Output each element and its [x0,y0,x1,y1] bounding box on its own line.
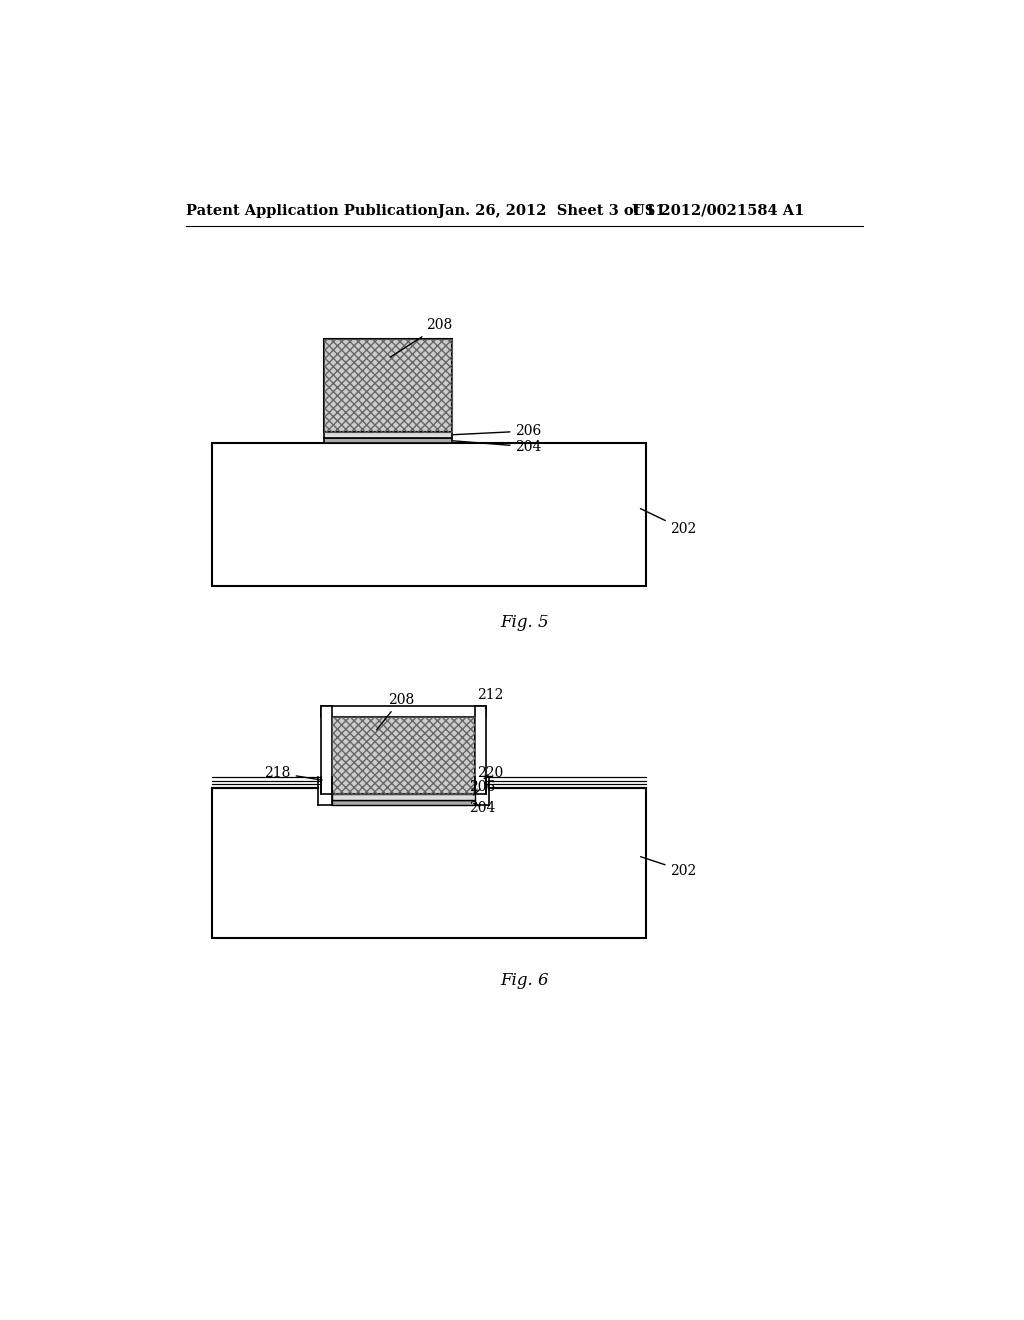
Text: 218: 218 [264,766,323,780]
Bar [475,706,486,793]
Bar [212,788,646,939]
Bar [321,706,486,717]
Text: 208: 208 [377,693,414,730]
Bar [332,800,475,805]
Text: 206: 206 [454,424,542,438]
Text: Jan. 26, 2012  Sheet 3 of 11: Jan. 26, 2012 Sheet 3 of 11 [438,203,666,218]
Bar [321,706,332,793]
Bar [324,438,452,444]
Bar [324,339,452,432]
Bar [332,717,475,793]
Bar [332,717,475,793]
Bar [332,793,475,800]
Bar [324,339,452,432]
Text: 204: 204 [469,800,496,814]
Text: Fig. 5: Fig. 5 [501,614,549,631]
Text: 202: 202 [641,857,696,878]
Bar [317,776,489,789]
Text: 202: 202 [640,508,696,536]
Text: 220: 220 [477,766,503,780]
Text: 212: 212 [477,688,503,709]
Text: Fig. 6: Fig. 6 [501,973,549,989]
Text: Patent Application Publication: Patent Application Publication [186,203,438,218]
Text: US 2012/0021584 A1: US 2012/0021584 A1 [632,203,804,218]
Text: 208: 208 [390,318,453,358]
Text: 204: 204 [454,440,542,454]
Bar [324,432,452,438]
Text: 206: 206 [469,780,496,795]
Bar [212,444,646,586]
